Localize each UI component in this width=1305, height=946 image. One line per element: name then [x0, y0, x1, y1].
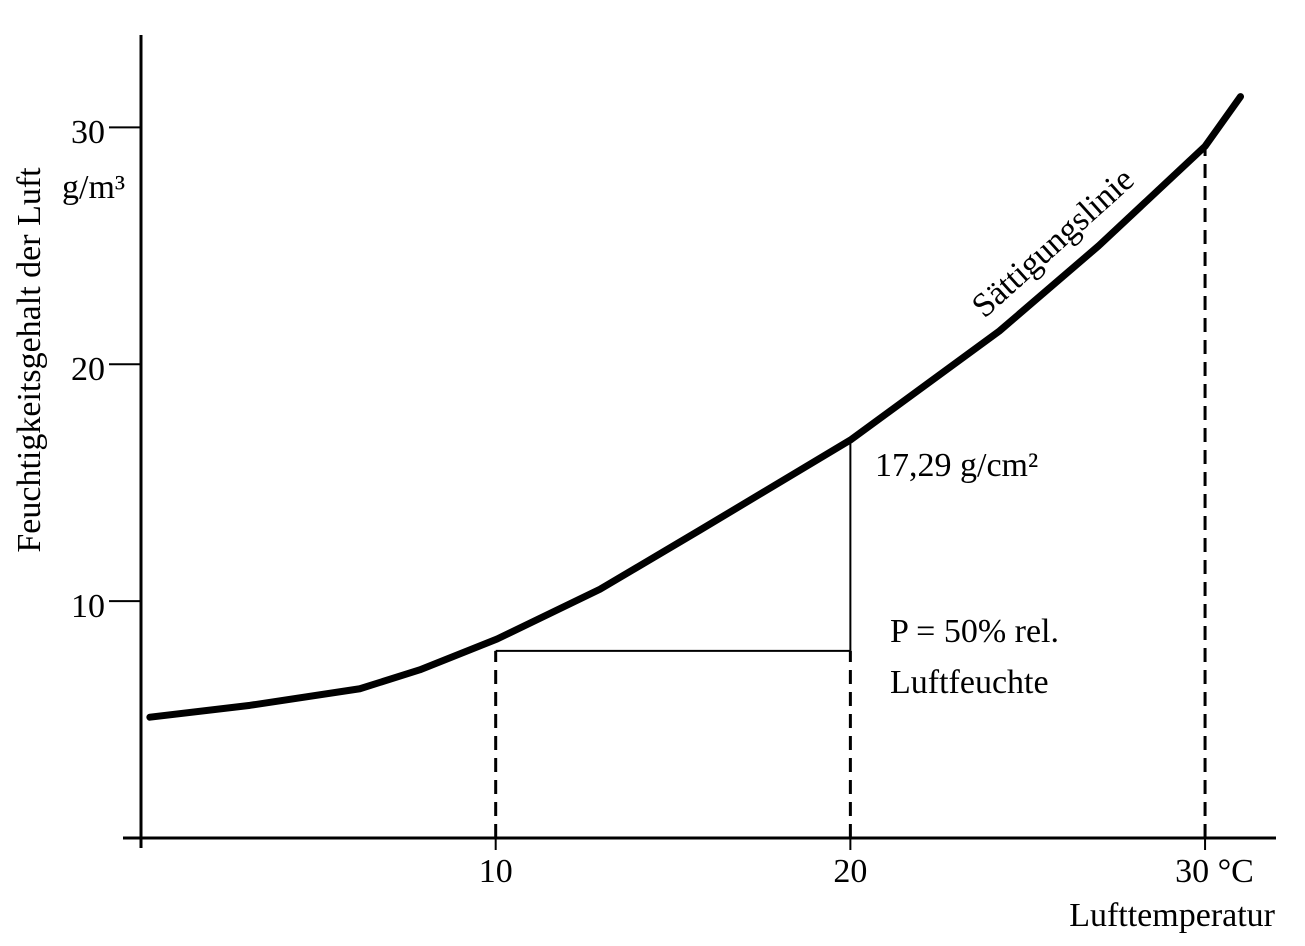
y-tick-label: 30 — [71, 114, 105, 151]
annotation: 17,29 g/cm² — [875, 447, 1038, 484]
x-tick-label: 20 — [833, 853, 867, 890]
saturation-line — [146, 93, 1245, 721]
annotation: Luftfeuchte — [890, 664, 1049, 701]
y-tick-label: 20 — [71, 351, 105, 388]
y-axis-label: Feuchtigkeitsgehalt der Luft — [11, 167, 48, 553]
x-tick-label: 10 — [479, 853, 513, 890]
x-axis-label: Lufttemperatur — [1069, 897, 1275, 934]
y-unit: g/m³ — [62, 169, 125, 206]
x-tick-label: 30 °C — [1175, 853, 1254, 890]
series-label: Sättigungslinie — [965, 161, 1141, 325]
annotation: P = 50% rel. — [890, 613, 1059, 650]
y-tick-label: 10 — [71, 588, 105, 625]
